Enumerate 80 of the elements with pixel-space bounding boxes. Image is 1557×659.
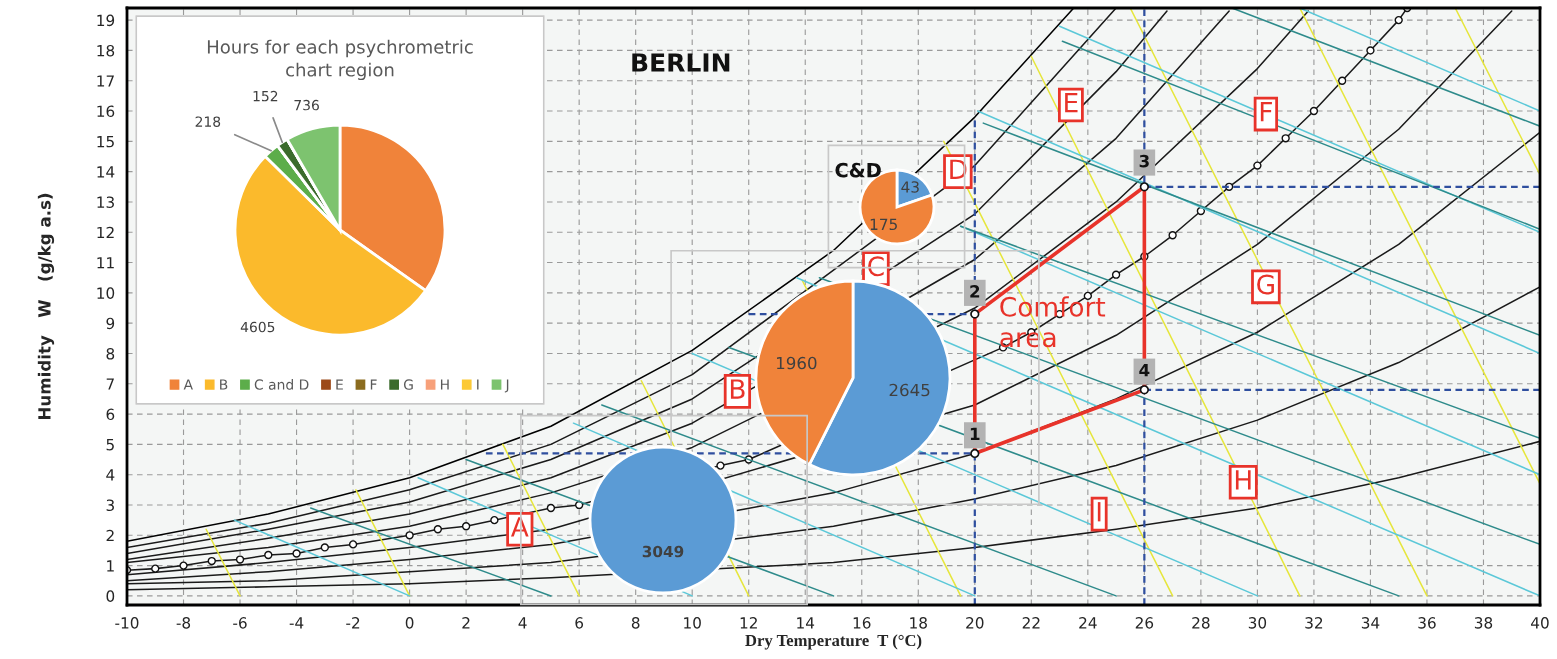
y-tick-label: 7 [106, 378, 114, 390]
legend-label: I [477, 379, 479, 390]
y-axis-title: Humidity W (g/kg a.s) [37, 193, 55, 420]
x-tick-label: -8 [176, 617, 191, 629]
annotation: H [1235, 470, 1251, 490]
text: BERLIN [632, 53, 730, 72]
x-axis-title: Dry Temperature T (°C) [745, 634, 922, 650]
legend-label: J [504, 379, 509, 393]
x-tick-label: 8 [631, 617, 640, 629]
y-tick-label: 13 [97, 196, 114, 208]
chart-title: C&D [835, 162, 881, 178]
y-tick-label: 14 [97, 166, 115, 178]
x-tick-label: 34 [1361, 617, 1380, 629]
y-tick-label: 5 [106, 439, 114, 451]
x-tick-label: 28 [1192, 617, 1210, 629]
legend-label: G [403, 379, 413, 390]
y-tick-label: 8 [106, 347, 115, 360]
data-label: 218 [195, 116, 221, 127]
x-tick-label: 22 [1022, 617, 1040, 629]
data-label: 43 [901, 181, 919, 193]
annotation: 3 [1139, 154, 1149, 168]
x-tick-label: 24 [1079, 617, 1097, 629]
annotation: 2 [970, 285, 980, 298]
annotation: 1 [970, 427, 980, 440]
x-tick-label: 10 [684, 617, 701, 629]
legend-label: C and D [254, 379, 309, 390]
y-tick-label: 9 [106, 317, 115, 330]
x-tick-label: 12 [740, 617, 757, 629]
x-tick-label: -6 [233, 617, 247, 629]
x-tick-label: 4 [518, 617, 527, 629]
x-tick-label: 6 [575, 617, 584, 629]
x-tick-label: 40 [1531, 617, 1549, 629]
data-label: 4605 [240, 321, 275, 333]
data-label: 2645 [889, 383, 930, 397]
x-tick-label: 38 [1474, 617, 1493, 629]
x-tick-label: -4 [289, 617, 304, 629]
y-tick-label: 12 [97, 226, 114, 239]
y-tick-label: 15 [97, 136, 114, 148]
annotation: B [730, 379, 745, 399]
x-tick-label: 0 [405, 617, 414, 629]
y-tick-label: 10 [97, 287, 115, 299]
x-tick-label: 14 [797, 617, 815, 629]
legend-label: H [440, 379, 449, 390]
x-tick-label: 32 [1305, 617, 1323, 629]
y-tick-label: 11 [97, 257, 114, 269]
x-tick-label: 16 [853, 617, 871, 629]
data-label: 152 [253, 90, 278, 102]
chart-title: Hours for each psychrometric chart region [207, 39, 473, 81]
x-tick-label: 36 [1418, 617, 1436, 629]
legend-label: A [183, 379, 193, 390]
y-tick-label: 6 [106, 408, 115, 421]
annotation: I [1097, 502, 1101, 522]
y-tick-label: 18 [97, 44, 115, 57]
data-label: 3049 [642, 545, 684, 558]
annotation: 4 [1139, 364, 1150, 377]
x-tick-label: 2 [462, 617, 470, 629]
x-tick-label: 26 [1135, 617, 1154, 629]
y-tick-label: 0 [106, 590, 115, 602]
x-tick-label: -2 [346, 617, 360, 629]
y-tick-label: 4 [106, 469, 115, 481]
y-tick-label: 3 [106, 499, 114, 512]
y-tick-label: 2 [106, 529, 114, 542]
x-tick-label: 30 [1248, 617, 1267, 629]
legend-label: E [336, 379, 343, 390]
y-tick-label: 1 [107, 560, 114, 572]
legend-label: B [220, 379, 228, 390]
annotation: E [1065, 93, 1078, 113]
legend-label: F [370, 379, 377, 390]
data-label: 736 [294, 99, 319, 111]
data-label: 175 [870, 218, 897, 231]
x-tick-label: 18 [910, 617, 927, 629]
x-tick-label: -10 [115, 617, 139, 629]
annotation: G [1257, 274, 1274, 295]
annotation: C [868, 256, 884, 277]
y-tick-label: 16 [97, 105, 115, 118]
data-label: 1960 [777, 356, 817, 370]
y-tick-label: 17 [97, 75, 114, 87]
x-tick-label: 20 [966, 617, 984, 629]
annotation: F [1260, 102, 1272, 122]
y-tick-label: 19 [97, 14, 115, 27]
